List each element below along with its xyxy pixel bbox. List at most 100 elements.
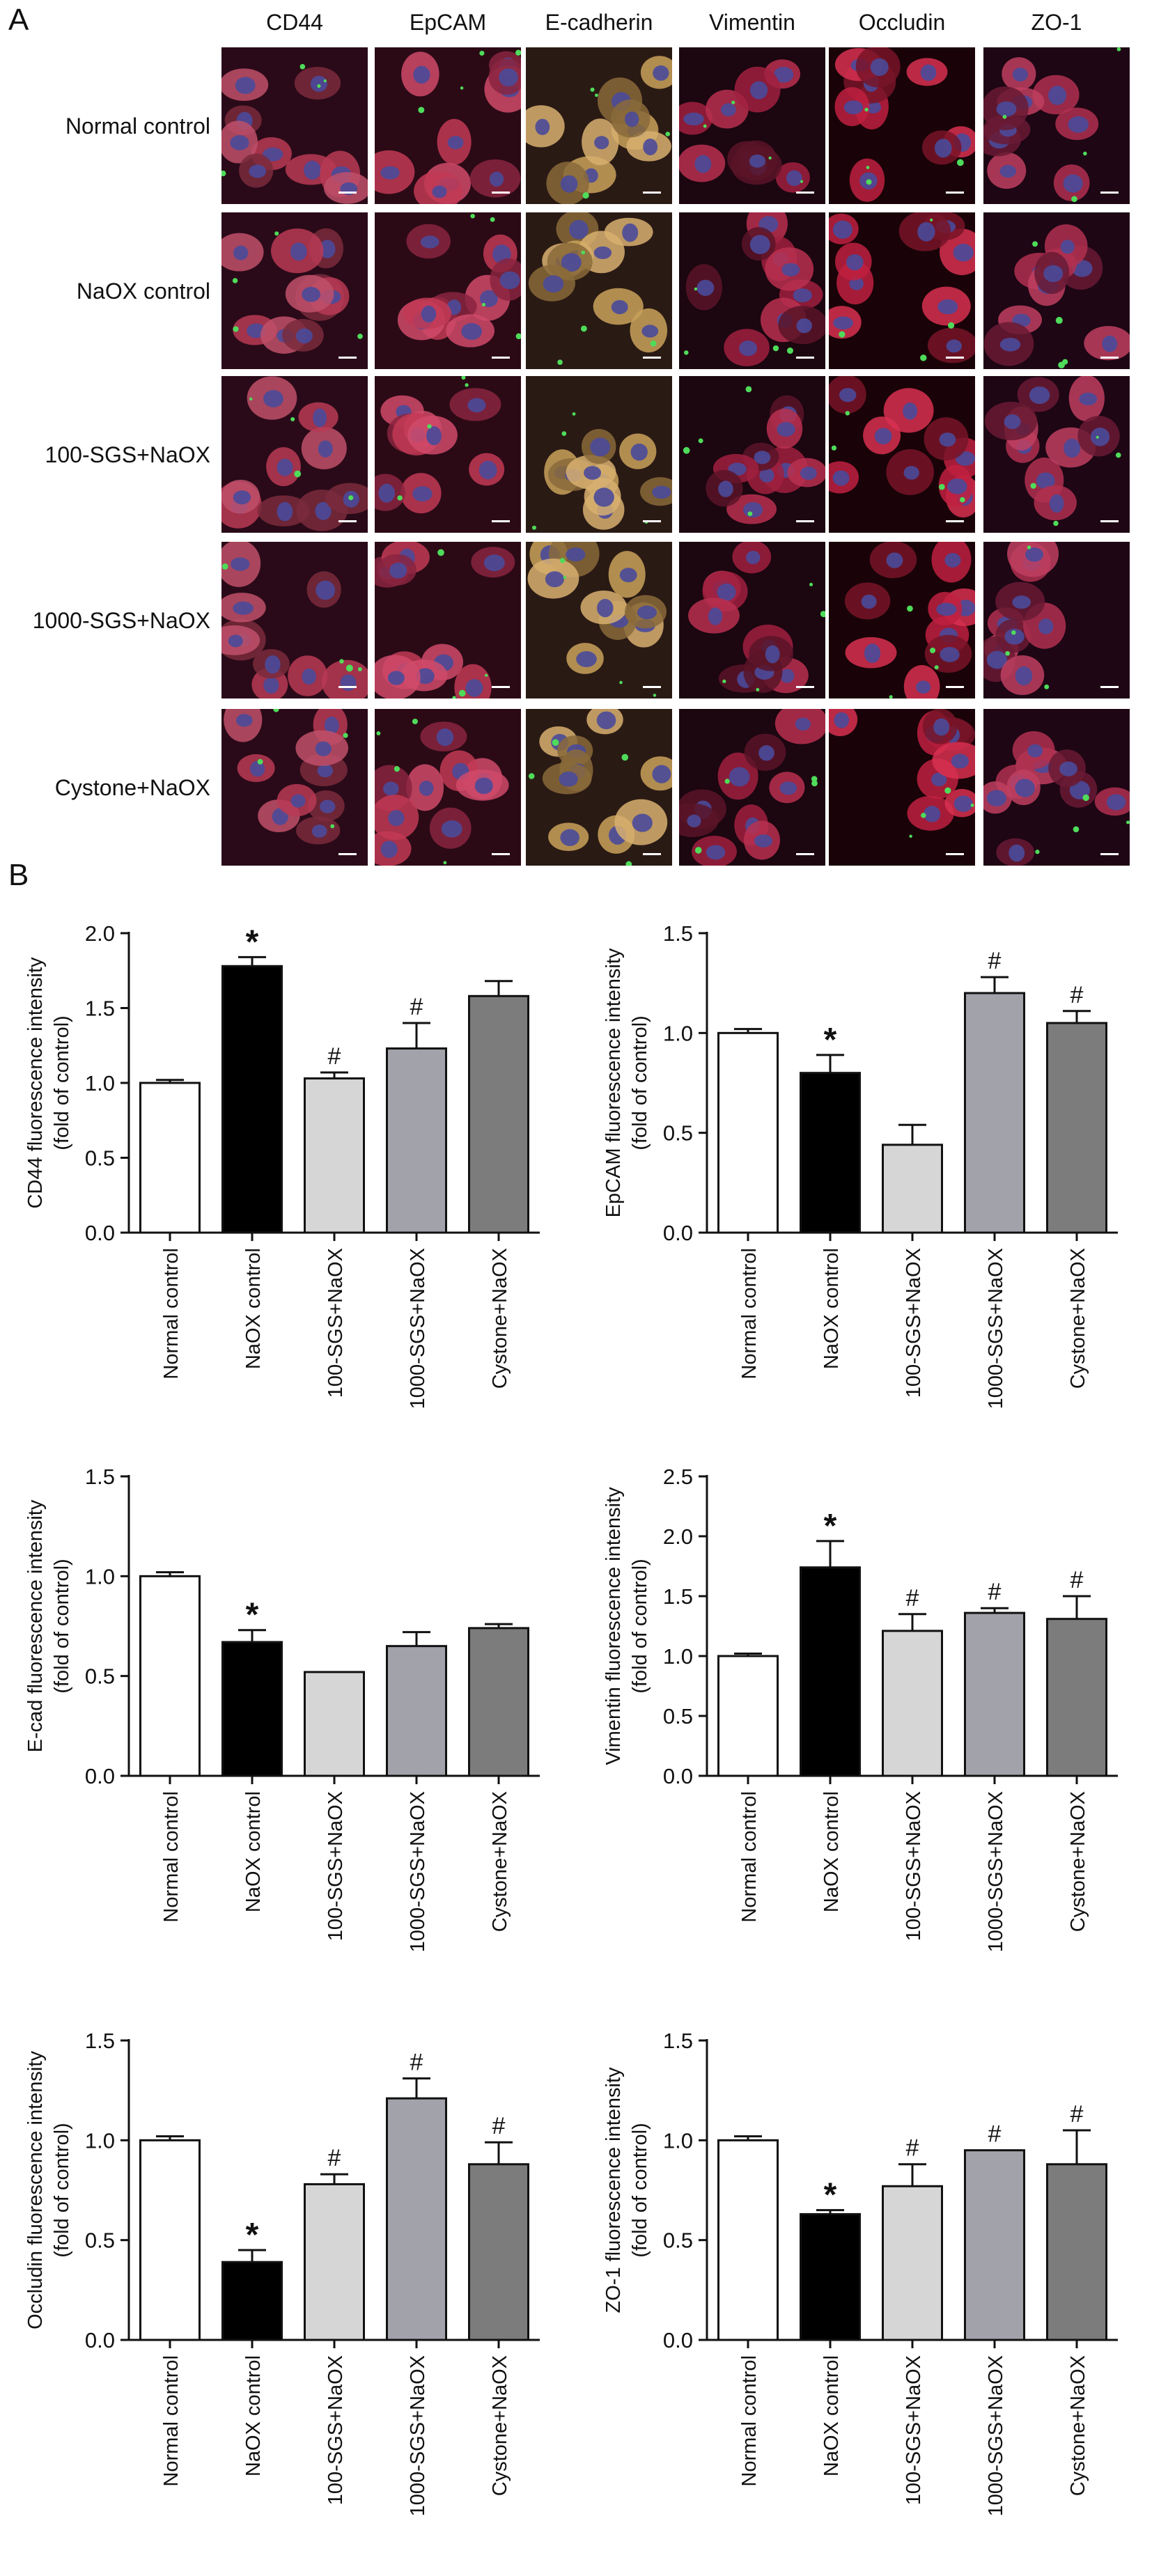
x-tick-label: Normal control: [160, 1248, 182, 1380]
bar: [882, 1630, 943, 1777]
y-tick-label: 0.5: [85, 2228, 115, 2253]
y-tick-label: 0.0: [85, 1221, 115, 1245]
micrograph-image: [983, 47, 1130, 204]
micrograph-image: [679, 47, 825, 204]
y-tick-label: 0.5: [85, 1146, 115, 1171]
x-tick-label: Normal control: [160, 1791, 182, 1923]
micrograph-image: [526, 542, 672, 698]
bar: [964, 2149, 1025, 2341]
bar: [1046, 1618, 1107, 1777]
significance-hash: #: [988, 2121, 1002, 2148]
x-tick-label: NaOX control: [242, 1791, 265, 1912]
bar-chart: 0.0 0.5 1.0 1.5 2.0 CD44 fluorescence intensi…: [14, 905, 571, 1438]
bar-chart: 0.0 0.5 1.0 1.5 ZO-1 fluorescence intensity(…: [592, 2013, 1149, 2545]
y-axis-label: ZO-1 fluorescence intensity: [602, 2067, 625, 2313]
row-label: 100-SGS+NaOX: [45, 442, 210, 467]
micrograph-image: [221, 376, 368, 533]
bar: [964, 992, 1025, 1234]
y-tick-label: 1.5: [85, 2029, 115, 2053]
significance-hash: #: [1070, 2101, 1084, 2128]
bar-chart: 0.0 0.5 1.0 1.5 EpCAM fluorescence intensity…: [592, 905, 1149, 1438]
micrograph-image: [221, 542, 368, 698]
micrograph-image: [829, 542, 975, 698]
y-tick-label: 1.0: [85, 1564, 115, 1588]
row-label: NaOX control: [76, 279, 210, 304]
column-header: E-cadherin: [545, 10, 653, 35]
micrograph-image: [983, 212, 1130, 369]
micrograph-image: [526, 47, 672, 204]
bar-chart-svg: 0.0 0.5 1.0 1.5 2.0 CD44 fluorescence intensi…: [24, 921, 540, 1409]
y-tick-label: 2.0: [85, 921, 115, 946]
bar: [468, 2163, 529, 2341]
row-label: 1000-SGS+NaOX: [32, 608, 210, 633]
bar: [717, 2139, 779, 2341]
bar: [882, 1143, 943, 1234]
bar-chart: 0.0 0.5 1.0 1.5 E-cad fluorescence intensity…: [14, 1449, 571, 1981]
x-tick-label: Cystone+NaOX: [489, 1248, 511, 1389]
bar: [221, 1641, 283, 1777]
bar-chart-svg: 0.0 0.5 1.0 1.5 2.0 2.5 Vimentin fluorescence …: [602, 1465, 1118, 1952]
bar: [964, 1611, 1025, 1777]
y-axis-label: (fold of control): [629, 2123, 651, 2257]
bar: [304, 2183, 365, 2341]
x-tick-label: NaOX control: [820, 2355, 843, 2476]
x-tick-label: 1000-SGS+NaOX: [407, 2355, 429, 2516]
panel-a-letter: A: [8, 3, 29, 37]
y-axis-label: (fold of control): [629, 1015, 651, 1150]
y-tick-label: 0.0: [663, 1764, 693, 1788]
y-tick-label: 0.0: [663, 1221, 693, 1245]
x-tick-label: Cystone+NaOX: [1067, 1791, 1089, 1932]
x-tick-label: Normal control: [738, 1791, 761, 1923]
bar-chart-svg: 0.0 0.5 1.0 1.5 EpCAM fluorescence intensity…: [602, 921, 1118, 1409]
y-axis-label: (fold of control): [51, 1559, 73, 1693]
bar: [800, 2212, 861, 2341]
column-header: ZO-1: [1031, 10, 1082, 35]
y-tick-label: 1.5: [663, 2029, 693, 2053]
y-tick-label: 1.0: [663, 1021, 693, 1045]
significance-hash: #: [328, 1043, 341, 1070]
x-tick-label: 100-SGS+NaOX: [325, 1791, 347, 1941]
bar: [139, 1082, 201, 1234]
micrograph-image: [221, 709, 368, 866]
significance-hash: #: [492, 2113, 506, 2139]
micrograph-image: [829, 212, 975, 369]
bar-chart-svg: 0.0 0.5 1.0 1.5 E-cad fluorescence intensity…: [24, 1465, 540, 1952]
y-tick-label: 2.5: [663, 1465, 693, 1489]
micrograph-image: [679, 212, 825, 369]
x-tick-label: Cystone+NaOX: [1067, 1248, 1089, 1389]
y-tick-label: 1.0: [85, 1071, 115, 1095]
bar-chart: 0.0 0.5 1.0 1.5 2.0 2.5 Vimentin fluorescence …: [592, 1449, 1149, 1981]
significance-hash: #: [906, 1585, 919, 1611]
bar: [386, 1645, 447, 1777]
y-tick-label: 0.5: [85, 1664, 115, 1689]
micrograph-image: [221, 47, 368, 204]
y-axis-label: (fold of control): [51, 1015, 73, 1150]
x-tick-label: NaOX control: [820, 1791, 843, 1912]
y-tick-label: 0.5: [663, 1121, 693, 1146]
micrograph-image: [983, 709, 1130, 866]
bar: [717, 1031, 779, 1234]
bar: [386, 2097, 447, 2341]
x-tick-label: 100-SGS+NaOX: [903, 1248, 925, 1398]
x-tick-label: 1000-SGS+NaOX: [985, 1248, 1007, 1409]
bar: [139, 1575, 201, 1777]
bar-chart-svg: 0.0 0.5 1.0 1.5 ZO-1 fluorescence intensity(…: [602, 2029, 1118, 2516]
bar: [221, 2261, 283, 2341]
micrograph-image: [526, 709, 672, 866]
significance-hash: #: [988, 1579, 1002, 1605]
y-axis-label: CD44 fluorescence intensity: [24, 957, 47, 1209]
micrograph-image: [829, 709, 975, 866]
significance-hash: #: [328, 2145, 341, 2171]
bar: [386, 1047, 447, 1234]
bar: [882, 2185, 943, 2341]
x-tick-label: 100-SGS+NaOX: [903, 2355, 925, 2505]
micrograph-image: [375, 709, 521, 866]
y-tick-label: 1.0: [663, 1644, 693, 1669]
bar: [468, 994, 529, 1234]
bar: [221, 965, 283, 1234]
x-tick-label: Normal control: [738, 2355, 761, 2487]
significance-asterisk: *: [246, 923, 259, 960]
y-tick-label: 0.0: [85, 1764, 115, 1788]
micrograph-image: [829, 47, 975, 204]
x-tick-label: Normal control: [160, 2355, 182, 2487]
